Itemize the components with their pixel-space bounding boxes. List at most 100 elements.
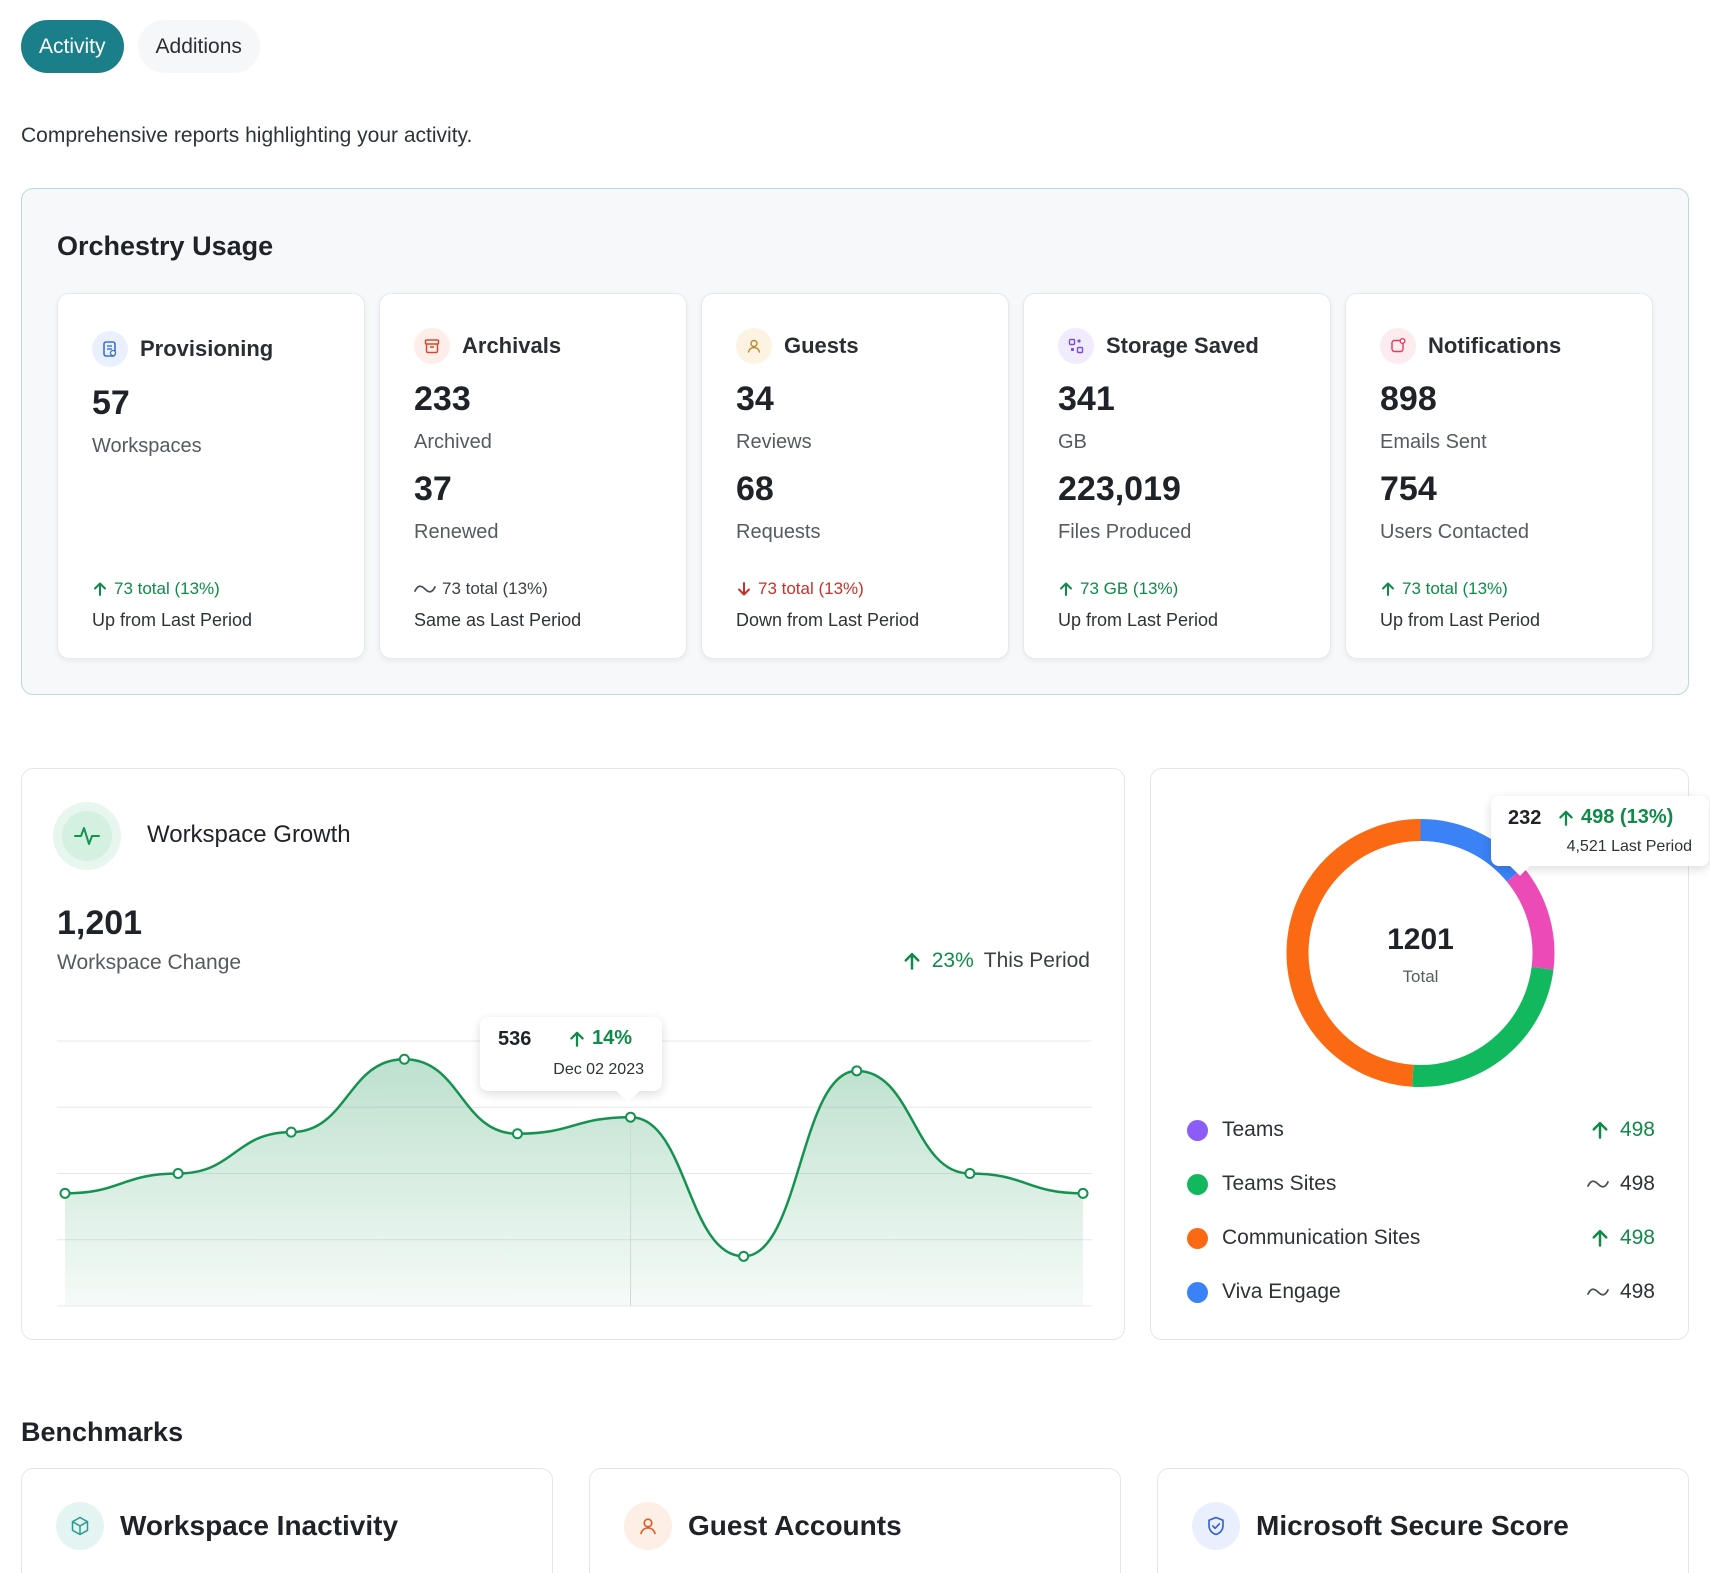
legend-item-teams-sites[interactable]: Teams Sites 498 [1187,1157,1655,1211]
benchmarks-title: Benchmarks [21,1417,184,1447]
arrow-up-icon [904,952,920,970]
arrow-up-icon [94,582,106,596]
archive-icon [414,328,450,364]
legend-value: 498 [1586,1172,1655,1196]
legend-name: Teams Sites [1222,1172,1337,1195]
gb-label: GB [1058,431,1087,453]
tooltip-value: 536 [498,1028,532,1050]
workspace-growth-card: Workspace Growth 1,201 Workspace Change … [21,768,1125,1340]
legend-dot [1187,1281,1208,1303]
users-contacted-value: 754 [1380,470,1437,508]
usage-title: Orchestry Usage [57,231,274,261]
users-contacted-label: Users Contacted [1380,521,1529,543]
delta-note: Up from Last Period [1058,610,1219,630]
card-title: Guests [784,333,859,358]
guest-accounts-card[interactable]: Guest Accounts [589,1468,1121,1573]
workspace-inactivity-card[interactable]: Workspace Inactivity [21,1468,553,1573]
data-point[interactable] [398,1053,410,1065]
chart-tooltip: 536 14% Dec 02 2023 [480,1017,662,1091]
guests-card[interactable]: Guests 34 Reviews 68 Requests 73 total (… [701,293,1009,659]
delta-note: Same as Last Period [414,610,582,630]
arrow-up-icon [1382,582,1394,596]
delta-text: 73 total (13%) [442,579,548,598]
card-title: Notifications [1428,333,1562,358]
renewed-value: 37 [414,470,452,508]
archivals-card[interactable]: Archivals 233 Archived 37 Renewed 73 tot… [379,293,687,659]
tab-additions[interactable]: Additions [137,20,260,73]
legend-item-teams[interactable]: Teams 498 [1187,1103,1655,1157]
donut-segment[interactable] [1286,819,1421,1087]
emails-sent-label: Emails Sent [1380,431,1487,453]
legend-value: 498 [1590,1118,1655,1142]
legend-dot [1187,1173,1208,1195]
growth-area-chart [57,1040,1092,1307]
notification-icon [1380,328,1416,364]
document-list-icon [92,331,128,367]
delta-note: Down from Last Period [736,610,920,630]
shield-check-icon [1192,1502,1240,1550]
bench-title: Microsoft Secure Score [1256,1510,1569,1541]
data-point[interactable] [59,1187,71,1199]
trend-delta: 73 total (13%) [92,579,220,599]
legend-value-text: 498 [1619,1226,1655,1249]
archived-label: Archived [414,431,492,453]
reviews-label: Reviews [736,431,812,453]
legend-name: Teams [1222,1118,1284,1141]
donut-segment[interactable] [1412,966,1554,1087]
data-point[interactable] [511,1128,523,1140]
arrow-up-icon [570,1031,584,1047]
data-point[interactable] [172,1168,184,1179]
report-tabs: Activity Additions [21,20,260,73]
data-point[interactable] [964,1168,976,1179]
delta-note: Up from Last Period [92,610,253,630]
arrow-up-icon [1592,1229,1608,1247]
cube-icon [56,1502,104,1550]
activity-pulse-icon [53,802,121,870]
data-point[interactable] [625,1111,637,1123]
tooltip-pct-text: 14% [592,1027,633,1049]
provisioning-card[interactable]: Provisioning 57 Workspaces 73 total (13%… [57,293,365,659]
data-point[interactable] [738,1250,750,1262]
legend-name: Viva Engage [1222,1280,1341,1303]
legend-value: 498 [1590,1226,1655,1250]
requests-value: 68 [736,470,774,508]
bench-title: Guest Accounts [688,1510,902,1541]
card-title: Storage Saved [1106,333,1259,358]
data-point[interactable] [1077,1187,1089,1199]
legend-name: Communication Sites [1222,1226,1421,1249]
person-icon [624,1502,672,1550]
workspaces-label: Workspaces [92,435,202,457]
growth-value: 1,201 [57,904,143,942]
microsoft-secure-score-card[interactable]: Microsoft Secure Score [1157,1468,1689,1573]
data-point[interactable] [285,1126,297,1138]
legend-item-communication-sites[interactable]: Communication Sites 498 [1187,1211,1655,1265]
donut-legend: Teams 498 Teams Sites 498 Communication … [1187,1103,1655,1319]
files-produced-value: 223,019 [1058,470,1181,508]
gb-value: 341 [1058,380,1115,418]
page-description: Comprehensive reports highlighting your … [21,124,473,147]
tab-activity[interactable]: Activity [21,20,124,73]
notifications-card[interactable]: Notifications 898 Emails Sent 754 Users … [1345,293,1653,659]
delta-text: 73 total (13%) [1402,579,1508,598]
period-label: This Period [983,949,1090,972]
arrow-up-icon [1559,810,1573,826]
donut-tooltip: 232 498 (13%) 4,521 Last Period [1491,796,1709,866]
donut-segment[interactable] [1506,867,1555,970]
growth-title: Workspace Growth [147,821,351,848]
legend-value-text: 498 [1619,1280,1655,1303]
storage-saved-card[interactable]: Storage Saved 341 GB 223,019 Files Produ… [1023,293,1331,659]
legend-value-text: 498 [1619,1172,1655,1195]
growth-series-line [64,1057,1084,1258]
delta-note: Up from Last Period [1380,610,1541,630]
donut-tooltip-percent: 498 (13%) [1557,806,1673,829]
emails-sent-value: 898 [1380,380,1437,418]
donut-tooltip-value: 232 [1508,807,1542,829]
tooltip-date: Dec 02 2023 [553,1061,644,1078]
data-point[interactable] [851,1065,863,1077]
legend-item-viva-engage[interactable]: Viva Engage 498 [1187,1265,1655,1319]
renewed-label: Renewed [414,521,499,543]
period-percent: 23% [931,949,974,972]
delta-text: 73 total (13%) [758,579,864,598]
legend-dot [1187,1227,1208,1249]
trend-delta: 73 total (13%) [414,579,548,599]
